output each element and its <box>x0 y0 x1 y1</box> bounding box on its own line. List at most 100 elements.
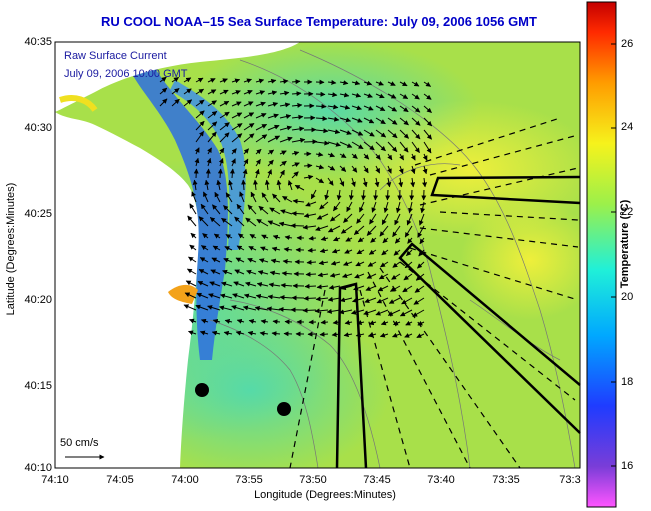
current-vector-arrow <box>231 112 243 119</box>
current-vector-arrow <box>183 304 197 311</box>
current-vector-arrow <box>247 204 257 215</box>
current-vector-arrow <box>417 320 425 326</box>
current-vector-arrow <box>387 141 398 152</box>
current-vector-arrow <box>255 158 261 167</box>
current-vector-arrow <box>271 331 281 337</box>
current-vector-arrow <box>369 213 377 225</box>
current-vector-arrow <box>250 191 257 203</box>
colorbar-tick: 18 <box>621 376 634 388</box>
current-vector-arrow <box>218 305 233 311</box>
current-vector-arrow <box>328 284 341 290</box>
current-vector-arrow <box>327 79 337 85</box>
current-vector-arrow <box>255 148 262 155</box>
current-vector-arrow <box>234 216 245 227</box>
current-vector-arrow <box>190 232 197 239</box>
colorbar-tick: 22 <box>621 206 634 218</box>
current-vector-arrow <box>353 225 365 235</box>
current-vector-arrow <box>207 78 216 83</box>
current-vector-arrow <box>207 305 221 311</box>
current-vector-arrow <box>381 249 389 256</box>
current-vector-arrow <box>305 201 317 207</box>
current-vector-arrow <box>411 141 420 154</box>
current-vector-arrow <box>371 201 377 213</box>
current-vector-arrow <box>247 330 257 336</box>
current-vector-arrow <box>324 189 330 201</box>
current-vector-arrow <box>329 213 341 222</box>
current-vector-arrow <box>269 207 281 215</box>
current-vector-arrow <box>213 233 221 239</box>
current-vector-arrow <box>159 76 167 83</box>
current-vector-arrow <box>375 117 386 125</box>
current-vector-arrow <box>287 180 293 191</box>
current-vector-arrow <box>319 331 329 337</box>
x-axis-label: Longitude (Degrees:Minutes) <box>254 489 396 501</box>
current-vector-arrow <box>387 117 398 125</box>
current-vector-arrow <box>267 220 281 227</box>
current-vector-arrow <box>388 297 401 304</box>
current-vector-arrow <box>231 133 243 143</box>
current-vector-arrow <box>315 177 325 184</box>
current-vector-arrow <box>243 112 255 119</box>
current-vector-arrow <box>194 147 200 155</box>
current-vector-arrow <box>221 281 233 287</box>
current-vector-arrow <box>355 261 365 267</box>
current-vector-arrow <box>203 191 209 203</box>
current-vector-arrow <box>199 330 209 336</box>
current-vector-arrow <box>264 179 270 191</box>
current-vector-arrow <box>376 297 389 304</box>
colorbar-tick: 20 <box>621 291 634 303</box>
current-vector-arrow <box>235 257 245 263</box>
x-tick-label: 73:50 <box>299 474 327 486</box>
current-vector-arrow <box>327 177 334 186</box>
current-vector-arrow <box>291 114 304 120</box>
current-vector-arrow <box>272 319 281 325</box>
current-vector-arrow <box>314 308 329 314</box>
current-vector-arrow <box>354 273 365 279</box>
current-vector-arrow <box>351 105 362 111</box>
current-vector-arrow <box>363 93 373 98</box>
current-vector-arrow <box>375 153 381 160</box>
current-vector-arrow <box>195 88 205 95</box>
current-vector-arrow <box>212 318 221 324</box>
current-vector-arrow <box>318 260 329 266</box>
current-vector-arrow <box>207 100 217 107</box>
current-vector-arrow <box>283 331 293 337</box>
current-vector-arrow <box>332 201 341 212</box>
current-vector-arrow <box>303 213 317 218</box>
current-vector-arrow <box>373 189 379 201</box>
current-vector-arrow <box>219 147 225 155</box>
current-vector-arrow <box>171 76 180 83</box>
current-vector-arrow <box>327 129 341 135</box>
current-vector-arrow <box>339 129 352 135</box>
current-vector-arrow <box>327 104 339 110</box>
current-vector-arrow <box>398 177 404 188</box>
current-vector-arrow <box>248 319 257 324</box>
current-vector-arrow <box>209 217 221 227</box>
current-vector-arrow <box>345 236 353 242</box>
current-vector-arrow <box>223 330 233 336</box>
current-vector-arrow <box>256 282 269 287</box>
current-vector-arrow <box>375 129 387 138</box>
current-vector-arrow <box>284 235 293 241</box>
current-vector-arrow <box>207 147 212 155</box>
current-vector-arrow <box>394 213 401 226</box>
current-vector-arrow <box>245 217 257 227</box>
current-vector-arrow <box>302 224 317 230</box>
current-vector-arrow <box>399 141 409 153</box>
current-vector-arrow <box>386 177 392 188</box>
current-vector-arrow <box>356 213 365 224</box>
current-vector-arrow <box>294 184 305 191</box>
current-vector-arrow <box>188 330 197 336</box>
current-vector-arrow <box>339 80 349 86</box>
y-tick-label: 40:25 <box>24 208 52 220</box>
warm-bay <box>59 95 98 112</box>
land-mass <box>55 42 300 112</box>
current-vector-arrow <box>379 225 389 237</box>
current-vector-arrow <box>410 177 416 188</box>
current-vector-arrow <box>219 78 228 84</box>
current-vector-arrow <box>243 148 249 155</box>
current-vector-arrow <box>267 90 278 96</box>
current-vector-arrow <box>392 261 401 268</box>
current-vector-arrow <box>408 201 413 214</box>
